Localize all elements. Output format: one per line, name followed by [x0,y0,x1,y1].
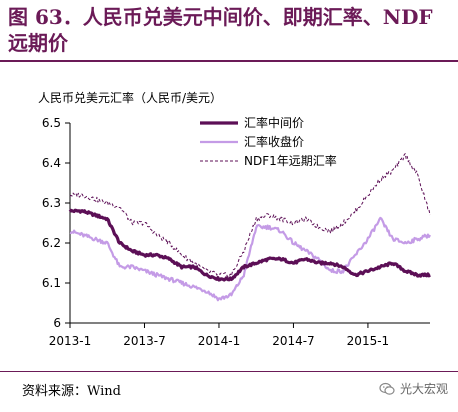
series-line-0 [68,208,431,282]
series-line-2 [69,153,431,278]
y-tick-label: 6.4 [42,156,61,170]
wechat-logo-icon [379,382,395,395]
page-title: 图 63．人民币兑美元中间价、即期汇率、NDF 远期价 [8,5,433,55]
exchange-rate-line-chart: 6.5 6.4 6.3 6.2 6.1 6 2013-1 2013-7 2014-1 2014-7… [42,115,431,348]
title-divider [0,60,458,62]
y-tick-label: 6.3 [42,196,61,210]
watermark-text: 光大宏观 [399,382,448,396]
series-layer [68,153,431,302]
legend-label-1: 汇率收盘价 [244,134,304,149]
x-tick-label: 2014-7 [272,334,315,348]
footer-divider [0,371,458,372]
series-line-1 [69,216,431,302]
x-tick-label: 2013-7 [123,334,166,348]
source-note: 资料来源：Wind [22,384,121,399]
y-tick-label: 6.2 [42,236,61,250]
x-tick-label: 2015-1 [347,334,390,348]
y-axis-label: 人民币兑美元汇率（人民币/美元） [38,91,223,105]
legend-label-2: NDF1年远期汇率 [244,153,337,168]
axes: 6.5 6.4 6.3 6.2 6.1 6 2013-1 2013-7 2014-1 2014-7… [42,116,430,348]
x-tick-label: 2013-1 [49,334,92,348]
watermark: 光大宏观 [379,380,448,397]
x-tick-label: 2014-1 [198,334,241,348]
y-tick-label: 6 [53,316,61,330]
legend-label-0: 汇率中间价 [244,115,304,130]
y-tick-label: 6.5 [42,116,61,130]
y-tick-label: 6.1 [42,276,61,290]
